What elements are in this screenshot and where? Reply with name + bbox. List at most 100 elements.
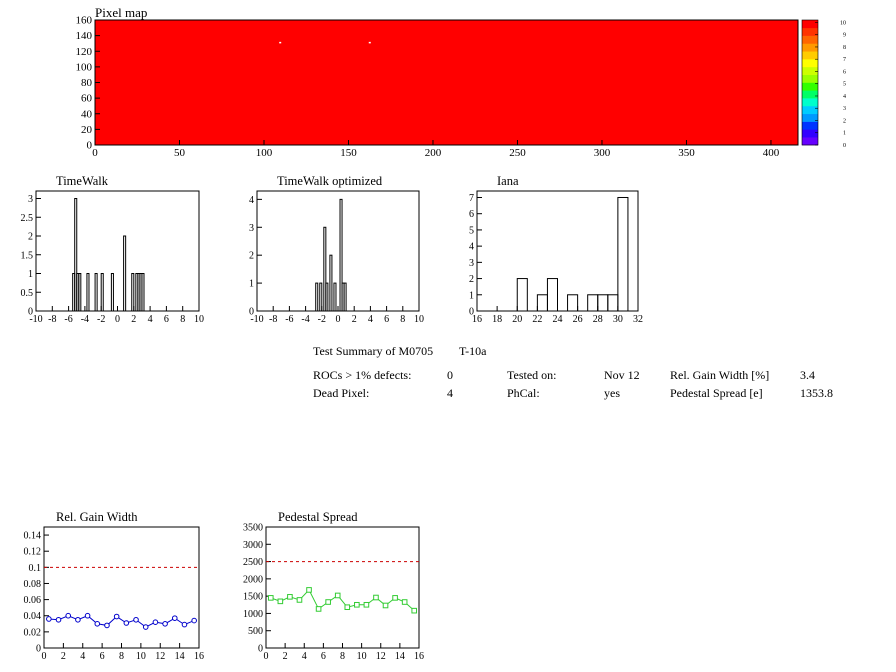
- pixel-map-plot: 0 50 100 150 200 250 300 350 400 0 20 40 60 80 100 120 1…: [76, 5, 799, 159]
- rel-gain-width-xtick-label: 16: [194, 651, 204, 662]
- rel-gain-width-xtick-label: 6: [100, 651, 105, 662]
- rel-gain-width-point: [55, 616, 62, 623]
- palette-label: 0: [843, 143, 846, 149]
- rel-gain-width-xtick-label: 2: [61, 651, 66, 662]
- pixel-map-xtick-label: 150: [340, 147, 357, 159]
- iana-bar: [516, 278, 528, 312]
- pedestal-spread-xtick-label: 2: [283, 651, 288, 662]
- pedestal-spread-ytick-label: 0: [258, 644, 263, 655]
- timewalk-optimized-xtick-label: 2: [352, 314, 357, 325]
- pixel-map-ytick-label: 60: [81, 93, 93, 105]
- rel-gain-width-point: [142, 624, 149, 630]
- iana-xtick-label: 32: [633, 314, 643, 325]
- timewalk-xtick-label: 0: [115, 314, 120, 325]
- iana-title: Iana: [497, 174, 519, 188]
- summary-test: T-10a: [458, 344, 487, 358]
- timewalk-xtick-label: -6: [64, 314, 72, 325]
- pixel-map-xtick-label: 50: [174, 147, 186, 159]
- palette-label: 4: [843, 94, 846, 100]
- timewalk-optimized-bar: [339, 198, 343, 312]
- timewalk-optimized-xtick-label: -4: [301, 314, 309, 325]
- palette-frame: [801, 19, 819, 146]
- rel-gain-width-ytick-label: 0.14: [24, 531, 42, 542]
- rel-gain-width-xtick-label: 8: [119, 651, 124, 662]
- timewalk-xtick-label: -4: [81, 314, 89, 325]
- rel-gain-width-point: [162, 621, 168, 627]
- timewalk-optimized-bar: [323, 226, 327, 312]
- rel-gain-width-point: [152, 619, 159, 625]
- pedestal-spread-point: [315, 606, 322, 612]
- pixel-map-xtick-label: 100: [256, 147, 273, 159]
- timewalk-optimized-frame: [256, 190, 420, 312]
- timewalk-ytick-label: 0: [28, 307, 33, 318]
- rel-gain-width-point: [84, 612, 91, 619]
- pedestal-spread-ytick-label: 1500: [243, 592, 263, 603]
- pedestal-spread-point: [382, 602, 389, 609]
- pedestal-spread-series-line: [270, 589, 415, 612]
- timewalk-bar: [74, 198, 78, 312]
- iana-xtick-label: 22: [532, 314, 542, 325]
- palette-band: [802, 105, 818, 115]
- rel-gain-width-point: [94, 621, 101, 627]
- summary-gain-value: 3.4: [800, 368, 815, 382]
- pedestal-spread-xtick-label: 0: [264, 651, 269, 662]
- timewalk-optimized-xtick-label: 6: [384, 314, 389, 325]
- pedestal-spread-title: Pedestal Spread: [278, 510, 358, 524]
- rel-gain-width-xtick-label: 10: [136, 651, 146, 662]
- pedestal-spread-xtick-label: 10: [357, 651, 367, 662]
- pixel-map-frame: [94, 19, 799, 146]
- pixel-map-ytick-label: 140: [76, 30, 93, 42]
- rel-gain-width-ytick-label: 0.1: [29, 563, 42, 574]
- timewalk-xtick-label: -10: [29, 314, 42, 325]
- timewalk-bar: [123, 235, 127, 312]
- timewalk-xtick-label: 2: [131, 314, 136, 325]
- iana-ytick-label: 0: [469, 307, 474, 318]
- rel-gain-width-point: [46, 616, 52, 622]
- summary-phcal-label: PhCal:: [507, 386, 540, 400]
- timewalk-optimized-ytick-label: 2: [249, 251, 254, 262]
- iana-ytick-label: 5: [469, 225, 474, 236]
- timewalk-optimized-xtick-label: 4: [368, 314, 373, 325]
- palette-band: [802, 90, 818, 99]
- timewalk-optimized-ytick-label: 1: [249, 279, 254, 290]
- rel-gain-width-ytick-label: 0.02: [24, 627, 42, 638]
- palette-band: [802, 137, 818, 146]
- iana-bar: [617, 196, 629, 312]
- pedestal-spread-point: [306, 587, 312, 593]
- pedestal-spread-point: [373, 594, 379, 601]
- pedestal-spread-xtick-label: 4: [302, 651, 307, 662]
- rel-gain-width-ytick-label: 0.08: [24, 579, 42, 590]
- pedestal-spread-plot: 0 2 4 6 8 10 12 14 16 0 500 1000 1500 2000 2500 3000 350…: [243, 510, 424, 662]
- timewalk-ytick-label: 0.5: [21, 288, 34, 299]
- timewalk-ytick-label: 2.5: [21, 213, 34, 224]
- iana-plot: 16 18 20 22 24 26 28 30 32 0 1 2 3 4 5 6 7 Iana: [469, 174, 643, 325]
- pixel-map-ytick-label: 0: [87, 140, 93, 152]
- pedestal-spread-xtick-label: 12: [376, 651, 386, 662]
- pedestal-spread-xtick-label: 14: [395, 651, 405, 662]
- pixel-map-ytick-label: 80: [81, 77, 93, 89]
- timewalk-optimized-xtick-label: -2: [318, 314, 326, 325]
- palette-label: 6: [843, 69, 846, 75]
- rel-gain-width-series-line: [48, 615, 195, 628]
- timewalk-bar: [141, 273, 145, 312]
- pedestal-spread-xtick-label: 6: [321, 651, 326, 662]
- iana-ytick-label: 2: [469, 274, 474, 285]
- timewalk-bar: [86, 273, 90, 312]
- palette-label: 9: [843, 33, 846, 39]
- pixel-map-xtick-label: 0: [92, 147, 98, 159]
- palette-band: [802, 66, 818, 75]
- timewalk-optimized-xtick-label: 10: [414, 314, 424, 325]
- iana-bar: [546, 278, 558, 312]
- pedestal-spread-point: [344, 604, 351, 611]
- pixel-map-xtick-label: 200: [425, 147, 442, 159]
- iana-xtick-label: 18: [492, 314, 502, 325]
- timewalk-optimized-bar: [325, 282, 329, 312]
- iana-ytick-label: 4: [469, 242, 474, 253]
- pedestal-spread-point: [277, 598, 284, 605]
- summary-title: Test Summary of M0705 T-10a: [313, 344, 487, 359]
- timewalk-optimized-xtick-label: -6: [285, 314, 293, 325]
- timewalk-xtick-label: -2: [97, 314, 105, 325]
- palette-label: 7: [843, 57, 846, 63]
- dead-pixel: [368, 41, 371, 44]
- iana-ytick-label: 1: [469, 290, 474, 301]
